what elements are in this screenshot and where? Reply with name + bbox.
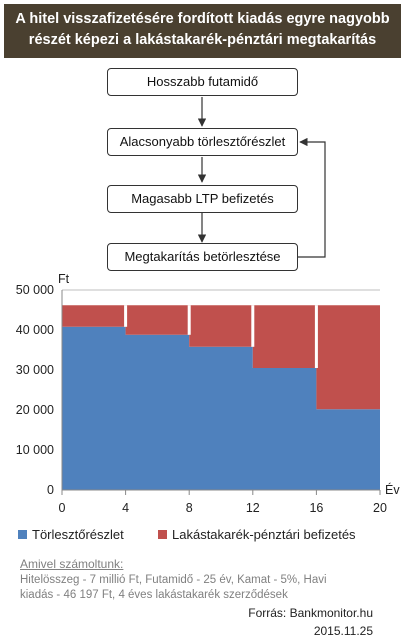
y-tick-label: 50 000 (16, 283, 54, 297)
flow-step-4: Megtakarítás betörlesztése (107, 243, 298, 271)
x-tick-label: 0 (59, 501, 66, 515)
x-tick-label: 4 (122, 501, 129, 515)
flow-loop-arrow (298, 137, 326, 258)
y-tick-label: 0 (47, 483, 54, 497)
assumptions-text: Hitelösszeg - 7 millió Ft, Futamidő - 25… (20, 574, 327, 601)
flow-step-1: Hosszabb futamidő (107, 68, 298, 96)
y-tick-label: 30 000 (16, 363, 54, 377)
x-tick-label: 12 (246, 501, 260, 515)
legend-label-torleszto: Törlesztőrészlet (32, 527, 124, 542)
y-tick-label: 10 000 (16, 443, 54, 457)
flow-step-3: Magasabb LTP befizetés (107, 185, 298, 213)
flow-step-2: Alacsonyabb törlesztőrészlet (107, 128, 298, 156)
source-label: Forrás: Bankmonitor.hu (248, 606, 373, 620)
x-axis-label: Év (385, 482, 400, 497)
assumptions-heading: Amivel számoltunk: (20, 557, 124, 571)
x-tick-label: 8 (186, 501, 193, 515)
date-label: 2015.11.25 (313, 624, 373, 638)
y-axis-label: Ft (58, 272, 70, 286)
x-tick-label: 16 (309, 501, 323, 515)
legend-swatch-red (158, 530, 167, 539)
title-line-1: A hitel visszafizetésére fordított kiadá… (15, 11, 390, 27)
series-torleszto-area (62, 326, 380, 490)
area-chart: 0 10 000 20 000 30 000 40 000 50 000 0 4 8 12 16 20… (16, 272, 401, 515)
legend-item-torleszto: Törlesztőrészlet (18, 527, 124, 542)
series-ltp-area (62, 305, 380, 410)
legend-label-ltp: Lakástakarék-pénztári befizetés (172, 527, 356, 542)
y-tick-label: 40 000 (16, 323, 54, 337)
legend-item-ltp: Lakástakarék-pénztári befizetés (158, 527, 356, 542)
y-tick-label: 20 000 (16, 403, 54, 417)
title-line-2: részét képezi a lakástakarék-pénztári me… (28, 32, 377, 48)
x-tick-label: 20 (373, 501, 387, 515)
legend-swatch-blue (18, 530, 27, 539)
flow-arrows (197, 97, 326, 258)
title-banner: A hitel visszafizetésére fordított kiadá… (4, 4, 401, 58)
